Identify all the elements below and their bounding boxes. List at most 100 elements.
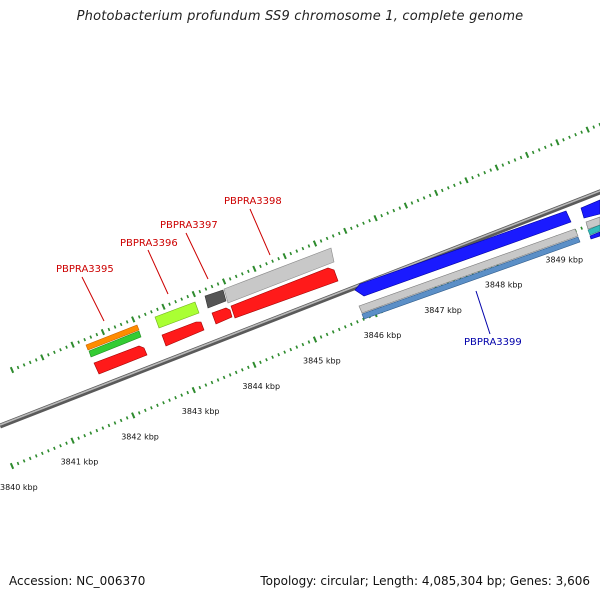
major-tick (343, 227, 348, 234)
minor-tick (331, 330, 335, 334)
minor-tick (168, 398, 171, 402)
minor-tick (89, 431, 93, 435)
major-tick (373, 215, 378, 222)
minor-tick (83, 433, 87, 438)
major-tick (131, 316, 136, 323)
major-tick (70, 341, 75, 348)
outer-tick-ring (9, 122, 600, 374)
minor-tick (137, 315, 141, 319)
minor-tick (228, 277, 232, 281)
minor-tick (107, 327, 111, 332)
minor-tick (301, 246, 305, 251)
minor-tick (59, 348, 62, 352)
grey-feature-3399[interactable] (358, 228, 579, 314)
major-tick (494, 164, 499, 171)
gene-label-3399[interactable]: PBPRA3399 (464, 337, 522, 348)
minor-tick (537, 148, 541, 152)
kbp-tick-label: 3843 kbp (182, 407, 220, 416)
minor-tick (162, 401, 165, 405)
lime-feature[interactable] (154, 301, 200, 329)
blue-cds-arrow-right[interactable] (580, 199, 600, 219)
major-tick (555, 139, 560, 146)
gene-label-3396[interactable]: PBPRA3396 (120, 238, 178, 249)
label-leaders (81, 208, 491, 335)
minor-tick (174, 299, 177, 304)
gene-label-3398[interactable]: PBPRA3398 (224, 196, 282, 207)
teal-feature-right[interactable] (587, 224, 600, 236)
minor-tick (271, 355, 274, 359)
minor-tick (398, 206, 402, 210)
steel-blue-feature[interactable] (361, 236, 581, 320)
minor-tick (459, 181, 462, 185)
minor-tick (119, 322, 123, 327)
minor-tick (186, 294, 190, 299)
minor-tick (228, 373, 232, 377)
minor-tick (137, 411, 141, 415)
minor-tick (386, 211, 390, 215)
major-tick (191, 290, 196, 298)
major-tick (464, 177, 469, 184)
kbp-tick-label: 3845 kbp (303, 357, 341, 366)
minor-tick (65, 441, 68, 445)
gene-label-3395[interactable]: PBPRA3395 (56, 264, 114, 275)
minor-tick (580, 226, 583, 230)
minor-tick (113, 421, 117, 425)
minor-tick (22, 363, 26, 367)
minor-tick (356, 224, 359, 228)
minor-tick (53, 446, 56, 451)
minor-tick (331, 234, 335, 238)
major-tick (312, 336, 318, 343)
minor-tick (65, 345, 68, 349)
kbp-tick-label: 3846 kbp (364, 331, 402, 340)
major-tick (252, 265, 257, 272)
minor-tick (507, 160, 511, 165)
minor-tick (143, 408, 147, 413)
orange-feature[interactable] (85, 324, 140, 351)
minor-tick (113, 325, 117, 329)
green-feature[interactable] (88, 330, 142, 358)
grey-feature-right[interactable] (585, 216, 600, 230)
minor-tick (410, 201, 414, 205)
major-tick (161, 303, 166, 310)
gene-label-3397[interactable]: PBPRA3397 (160, 220, 218, 231)
major-tick (221, 278, 227, 285)
minor-tick (53, 350, 56, 355)
blue-feature-right[interactable] (589, 231, 600, 240)
minor-tick (574, 132, 577, 137)
minor-tick (295, 345, 299, 349)
major-tick (191, 386, 196, 394)
kbp-tick-label: 3840 kbp (0, 483, 38, 492)
minor-tick (47, 449, 50, 453)
minor-tick (198, 289, 202, 294)
cds-3398-arrow[interactable] (230, 267, 339, 319)
minor-tick (234, 274, 238, 279)
kbp-tick-label: 3841 kbp (61, 458, 99, 467)
minor-tick (501, 163, 505, 167)
minor-tick (247, 365, 250, 369)
blue-cds-arrow[interactable] (354, 210, 572, 297)
minor-tick (477, 173, 480, 177)
minor-tick (125, 416, 129, 420)
minor-tick (289, 347, 293, 352)
minor-tick (204, 383, 208, 387)
minor-tick (325, 236, 329, 241)
minor-tick (234, 370, 238, 375)
cds-3397-arrow[interactable] (211, 307, 233, 325)
major-tick (524, 151, 530, 159)
gene-features (85, 199, 600, 375)
minor-tick (307, 340, 311, 344)
cds-3395-arrow[interactable] (93, 345, 148, 375)
cds-3396-arrow[interactable] (161, 321, 205, 347)
dark-grey-feature[interactable] (204, 289, 227, 309)
minor-tick (95, 332, 99, 337)
major-tick (282, 253, 287, 260)
minor-tick (343, 325, 347, 329)
minor-tick (568, 135, 571, 139)
chromosome-backbone (0, 189, 600, 429)
major-tick (9, 366, 15, 374)
major-tick (100, 328, 106, 336)
minor-tick (277, 353, 280, 357)
light-grey-feature[interactable] (223, 247, 335, 304)
minor-tick (247, 269, 250, 273)
